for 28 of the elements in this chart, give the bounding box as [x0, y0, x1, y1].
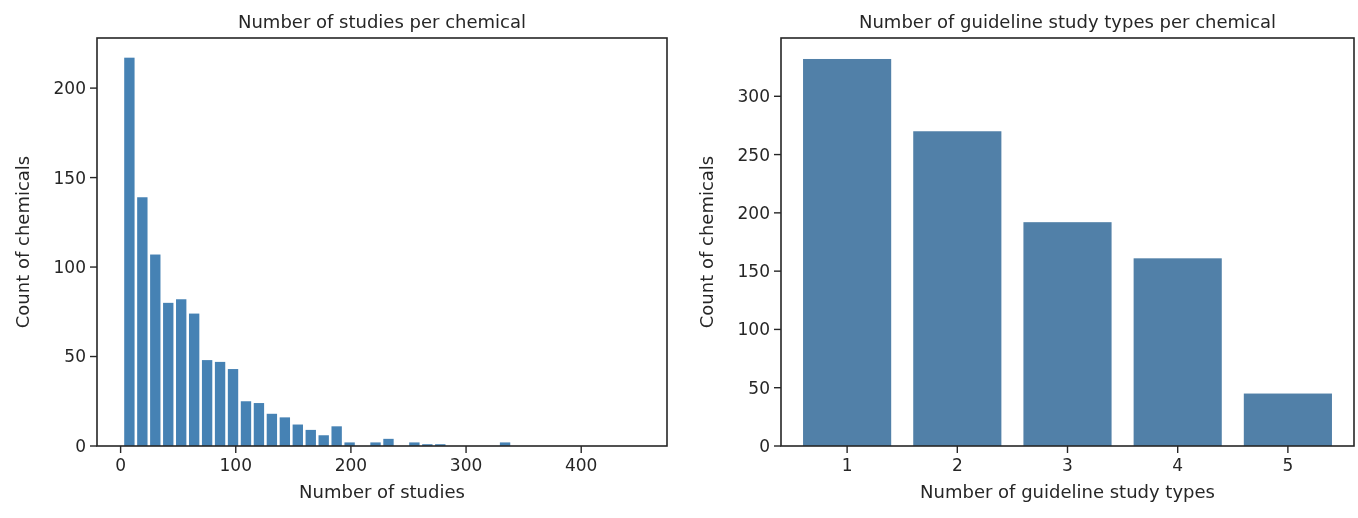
x-tick-label: 400 [564, 455, 598, 475]
x-tick-label: 0 [115, 455, 127, 475]
y-tick-label: 200 [53, 78, 86, 99]
chart-title: Number of guideline study types per chemical [858, 11, 1277, 32]
y-tick-label: 150 [53, 167, 86, 188]
y-tick-label: 150 [737, 261, 770, 282]
x-tick-label: 200 [334, 455, 368, 475]
y-axis-title: Count of chemicals [12, 155, 33, 329]
x-axis-title: Number of studies [299, 481, 465, 502]
y-tick-label: 50 [64, 346, 86, 367]
y-tick-label: 250 [737, 144, 770, 165]
x-tick-label: 2 [951, 455, 963, 475]
x-tick-label: 4 [1172, 455, 1184, 475]
y-tick-label: 0 [75, 435, 86, 456]
y-axis-title: Count of chemicals [696, 155, 717, 329]
y-tick-label: 300 [737, 86, 770, 107]
x-tick-label: 1 [841, 455, 853, 475]
y-tick-label: 50 [748, 377, 770, 398]
x-tick-label: 100 [219, 455, 252, 475]
x-tick-label: 5 [1282, 455, 1294, 475]
y-tick-label: 200 [737, 202, 770, 223]
y-tick-label: 100 [53, 257, 86, 277]
y-tick-label: 100 [737, 319, 770, 340]
x-tick-label: 300 [449, 455, 483, 475]
y-tick-label: 0 [759, 435, 770, 456]
x-axis-title: Number of guideline study types [920, 481, 1215, 502]
x-tick-label: 3 [1062, 455, 1073, 475]
chart-title: Number of studies per chemical [237, 11, 527, 32]
